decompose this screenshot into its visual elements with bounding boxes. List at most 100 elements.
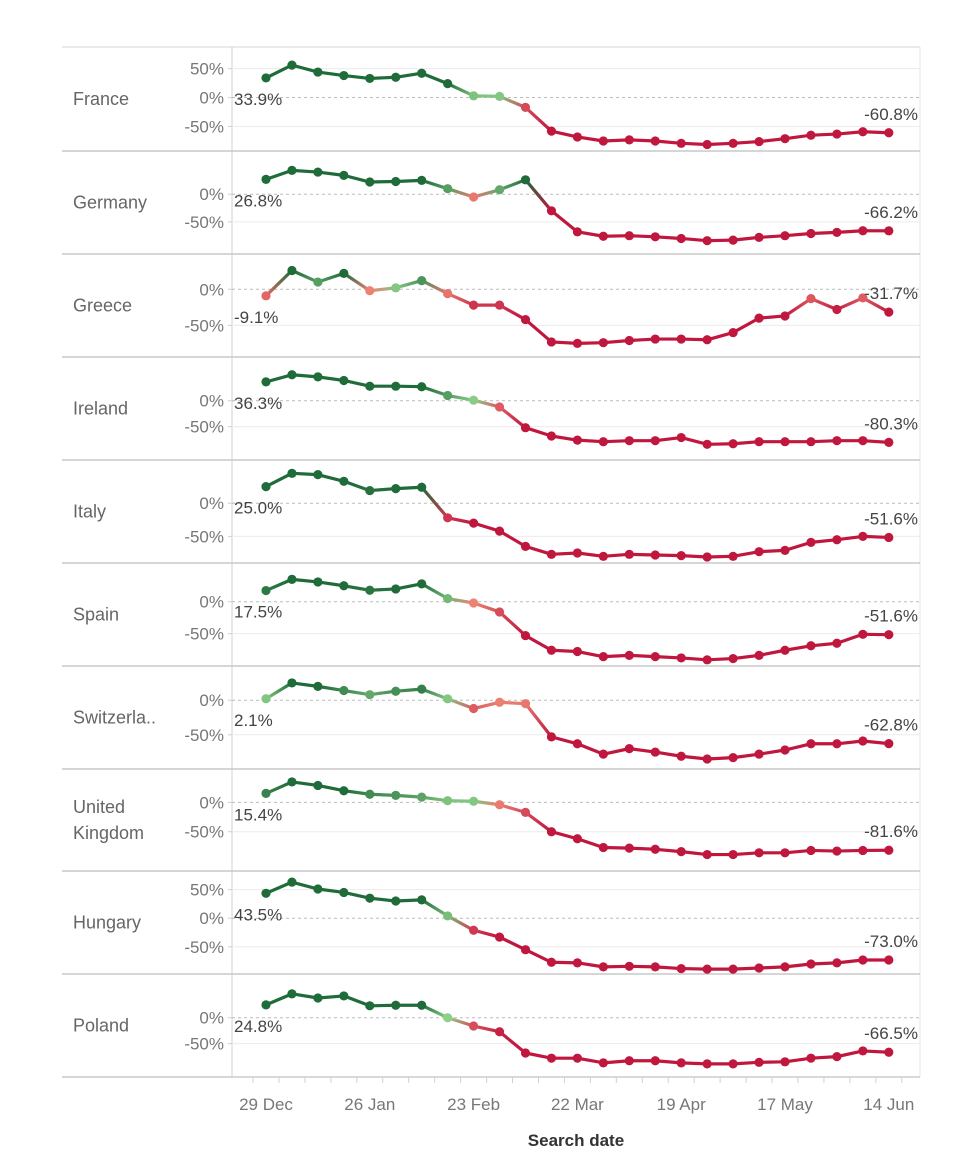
data-point	[832, 1052, 842, 1062]
x-tick-label: 29 Dec	[239, 1095, 293, 1114]
data-point	[832, 535, 842, 545]
data-point	[702, 655, 712, 665]
data-point	[676, 138, 686, 148]
series-line-segment	[420, 71, 450, 86]
data-point	[832, 638, 842, 648]
series-line-segment	[446, 914, 476, 932]
data-point	[261, 482, 271, 492]
data-point	[391, 381, 401, 391]
data-point	[546, 827, 557, 837]
series-line-segment	[264, 880, 294, 895]
data-point	[365, 286, 375, 296]
data-point	[494, 607, 505, 617]
series-line-segment	[446, 697, 476, 711]
data-point	[443, 513, 453, 523]
data-point	[469, 518, 479, 528]
data-point	[832, 958, 842, 968]
data-point	[832, 436, 842, 446]
data-point	[339, 786, 349, 796]
last-value-label: -80.3%	[864, 414, 918, 433]
last-value-label: -51.6%	[864, 509, 918, 528]
data-point	[572, 834, 583, 844]
data-point	[676, 432, 686, 443]
data-point	[469, 925, 479, 935]
data-point	[469, 192, 479, 202]
data-point	[417, 684, 427, 694]
data-point	[546, 431, 557, 441]
data-point	[417, 68, 427, 78]
series-line-segment	[420, 582, 450, 601]
data-point	[365, 73, 375, 84]
data-point	[624, 744, 634, 754]
data-point	[650, 550, 660, 560]
data-point	[780, 437, 790, 447]
data-point	[754, 1057, 764, 1067]
data-point	[780, 848, 790, 858]
data-point	[469, 598, 479, 608]
panel-united-kingdom: United Kingdom 0% -50% 15.4% -81.6%	[62, 777, 920, 872]
series-line-segment	[523, 105, 554, 133]
data-point	[858, 736, 868, 746]
panel-ireland: Ireland 0% -50% 36.3% -80.3%	[62, 370, 920, 461]
data-point	[494, 300, 505, 310]
data-point	[572, 1053, 583, 1063]
y-tick-label: -50%	[184, 316, 224, 335]
y-tick-label: 0%	[199, 1009, 224, 1028]
data-point	[546, 732, 557, 742]
x-tick-label: 14 Jun	[863, 1095, 914, 1114]
data-point	[702, 849, 712, 860]
x-tick-label: 23 Feb	[447, 1095, 500, 1114]
data-point	[261, 788, 271, 799]
data-point	[780, 645, 790, 655]
data-point	[494, 1027, 505, 1037]
country-label: Germany	[73, 193, 147, 213]
series-line-segment	[342, 994, 372, 1008]
chart-panels: France 50% 0% -50% 33.9% -60.8% Germany 0% -50% 2…	[62, 60, 920, 1078]
first-value-label: 26.8%	[234, 191, 282, 210]
data-point	[754, 136, 764, 147]
data-point	[676, 751, 686, 761]
data-point	[417, 276, 427, 286]
data-point	[520, 175, 531, 185]
data-point	[520, 423, 531, 433]
data-point	[598, 652, 608, 662]
data-point	[572, 132, 583, 142]
data-point	[858, 1046, 868, 1056]
data-point	[806, 739, 816, 749]
data-point	[572, 646, 583, 657]
data-point	[624, 1056, 634, 1066]
data-point	[520, 314, 531, 325]
x-axis: 29 Dec 26 Jan 23 Feb 22 Mar 19 Apr 17 May 14 J…	[232, 1076, 920, 1150]
data-point	[520, 102, 531, 112]
data-point	[469, 1021, 479, 1031]
data-point	[650, 1056, 660, 1066]
country-label: Italy	[73, 502, 106, 522]
data-point	[702, 439, 712, 449]
data-point	[443, 288, 453, 299]
data-point	[443, 593, 453, 604]
data-point	[884, 955, 894, 965]
data-point	[391, 72, 401, 82]
data-point	[728, 1059, 738, 1069]
data-point	[443, 796, 453, 806]
first-value-label: 2.1%	[234, 711, 273, 730]
data-point	[339, 170, 349, 180]
series-line-segment	[523, 633, 554, 652]
data-point	[754, 749, 764, 759]
series-line-segment	[731, 316, 761, 335]
data-point	[546, 337, 557, 347]
data-point	[546, 645, 557, 655]
data-point	[832, 739, 842, 749]
data-point	[780, 311, 790, 321]
last-value-label: -31.7%	[864, 284, 918, 303]
data-point	[780, 745, 790, 755]
data-point	[469, 395, 479, 405]
panel-spain: Spain 0% -50% 17.5% -51.6%	[62, 574, 920, 667]
data-point	[754, 963, 764, 973]
series-line-segment	[523, 702, 554, 739]
data-point	[572, 338, 583, 348]
data-point	[754, 650, 764, 660]
country-label: Ireland	[73, 399, 128, 419]
panel-france: France 50% 0% -50% 33.9% -60.8%	[62, 60, 920, 152]
data-point	[572, 548, 583, 558]
